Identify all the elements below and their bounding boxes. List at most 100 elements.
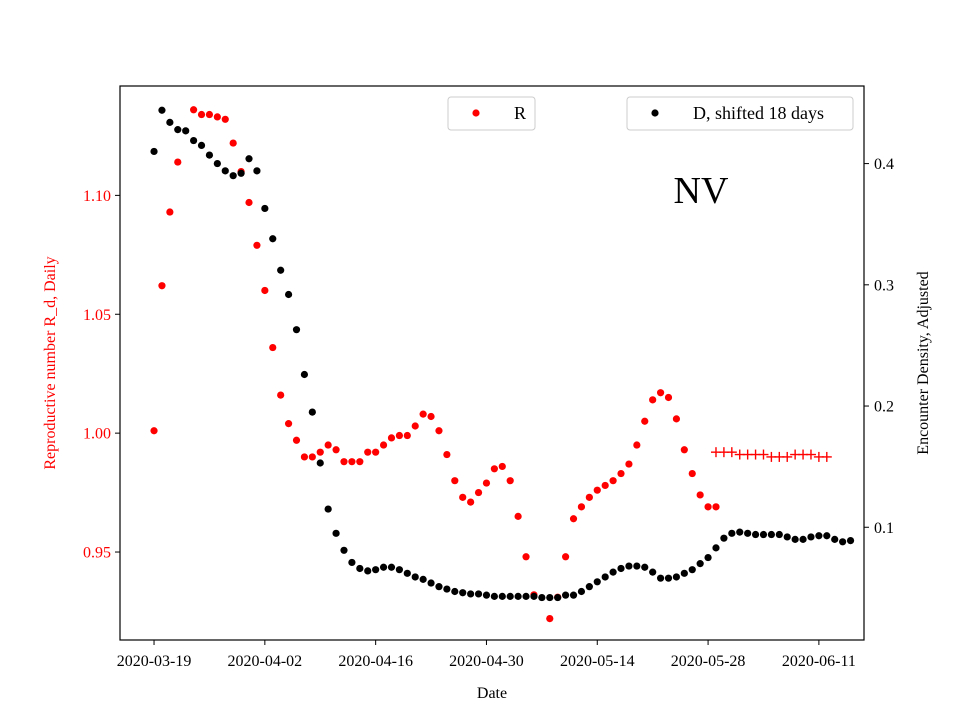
d-point [467,590,475,598]
d-point [419,575,427,583]
y-right-axis-label: Encounter Density, Adjusted [915,271,932,454]
d-point [799,535,807,543]
r-projected-point [726,447,737,458]
r-point [656,389,665,397]
y-right-tick-label: 0.3 [874,277,894,294]
legend-r-label: R [514,103,526,123]
r-point [261,286,269,295]
d-point [379,563,388,571]
r-projected-point [758,449,769,460]
d-point [712,544,720,552]
r-point [253,241,261,249]
d-point [403,569,411,577]
r-point [379,441,388,449]
r-point [348,458,356,466]
d-point [253,167,261,175]
d-point [815,532,823,540]
plot-frame [119,85,865,641]
r-point [150,427,158,435]
r-point [562,553,570,561]
r-point [364,448,372,456]
r-point [205,110,214,119]
d-point [569,591,578,599]
r-point [672,415,681,423]
d-point [839,538,847,546]
r-point [451,477,459,485]
d-point [759,530,768,539]
d-point [562,591,570,599]
d-point [593,578,601,586]
d-point [807,533,815,541]
y-right-tick-label: 0.1 [874,520,894,537]
r-point [649,396,657,404]
d-point [150,147,158,156]
r-point [546,615,554,623]
r-projected-point [821,451,832,462]
r-point [443,450,451,459]
r-point [601,481,609,490]
d-point [292,326,301,334]
r-point [277,391,285,399]
r-point [245,198,253,207]
r-point [316,448,324,456]
r-point [387,434,396,442]
d-point [696,560,704,568]
d-point [783,533,791,541]
r-point [680,446,688,454]
d-point [498,592,506,600]
r-point [641,417,649,425]
d-point [182,127,190,135]
d-point [656,574,665,582]
series-r [150,106,720,623]
d-point [221,167,229,175]
d-point [387,563,396,571]
d-point [174,126,182,134]
d-point [704,553,712,562]
d-point [205,151,214,159]
d-point [680,569,688,577]
r-point [324,441,332,449]
r-point [704,503,712,511]
legend-d: D, shifted 18 days [626,96,854,131]
r-point [482,479,491,487]
r-point [221,115,229,123]
d-point [300,370,309,379]
r-point [664,393,673,402]
r-point [340,458,348,466]
d-point [474,590,483,598]
d-point [506,592,514,600]
r-point [292,436,301,444]
r-point [498,462,506,471]
r-point [688,469,696,478]
d-point [340,546,348,554]
series-d [150,106,855,602]
d-point [427,579,435,587]
d-point [482,591,491,599]
x-tick-label: 2020-06-11 [782,653,856,670]
y-right-tick-label: 0.2 [874,399,894,416]
d-point [633,562,641,570]
d-point [672,573,681,581]
d-point [443,585,451,593]
d-point [720,534,728,542]
d-point [324,505,332,513]
r-point [585,493,593,501]
r-point [411,422,419,430]
r-point [625,460,633,468]
d-point [451,587,459,596]
r-point [158,282,166,290]
r-point [356,458,364,466]
r-point [712,503,720,511]
r-point [269,343,277,352]
r-point [577,503,586,511]
r-point [514,512,522,520]
d-point [277,266,285,274]
y-right-axis-ticks: 0.1 0.2 0.3 0.4 [864,156,894,537]
r-projected-point [782,451,793,462]
r-point [633,441,641,449]
y-left-axis-ticks: 0.95 1.00 1.05 1.10 [83,188,120,562]
r-point [435,427,443,435]
r-point [506,477,514,485]
x-axis-label: Date [477,685,507,702]
